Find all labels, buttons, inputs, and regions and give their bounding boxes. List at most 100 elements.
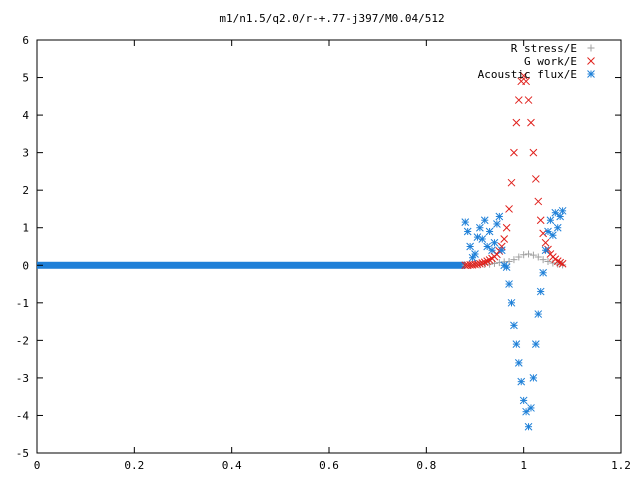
data-point-g-work-e — [497, 242, 506, 251]
data-point-acoustic-flux-e — [463, 227, 472, 236]
y-tick-label: 1 — [22, 222, 29, 235]
data-point-acoustic-flux-e — [478, 235, 487, 243]
x-tick-label: 1 — [520, 459, 527, 472]
data-point-g-work-e — [536, 216, 545, 225]
data-point-g-work-e — [510, 148, 518, 157]
data-point-acoustic-flux-e — [539, 268, 547, 277]
data-point-acoustic-flux-e — [517, 377, 526, 386]
data-point-g-work-e — [534, 197, 543, 206]
y-tick-label: 4 — [22, 109, 29, 122]
data-point-g-work-e — [524, 96, 533, 104]
y-tick-label: 2 — [22, 184, 29, 197]
data-point-r-stress-e — [529, 251, 537, 259]
data-point-g-work-e — [531, 175, 540, 183]
data-point-acoustic-flux-e — [522, 407, 530, 416]
data-point-acoustic-flux-e — [461, 218, 470, 226]
x-tick-label: 0.4 — [222, 459, 242, 472]
data-point-acoustic-flux-e — [510, 321, 518, 330]
data-point-acoustic-flux-e — [488, 246, 496, 255]
data-point-acoustic-flux-e — [512, 340, 521, 348]
y-tick-label: -4 — [16, 409, 30, 422]
data-point-acoustic-flux-e — [551, 208, 560, 217]
y-tick-label: 0 — [22, 259, 29, 272]
data-point-acoustic-flux-e — [558, 206, 567, 215]
data-point-acoustic-flux-e — [476, 223, 484, 232]
plot-frame — [36, 39, 622, 454]
data-point-acoustic-flux-e — [527, 404, 535, 412]
data-point-g-work-e — [476, 259, 484, 268]
y-tick-label: 6 — [22, 34, 29, 47]
legend-marker-acoustic-flux-e — [587, 70, 595, 78]
series-g-work-e — [461, 71, 567, 270]
x-tick-label: 0.2 — [124, 459, 144, 472]
y-tick-label: -2 — [16, 334, 29, 347]
data-point-acoustic-flux-e — [519, 396, 528, 405]
data-point-r-stress-e — [510, 256, 518, 264]
data-point-acoustic-flux-e — [546, 216, 555, 225]
data-point-acoustic-flux-e — [529, 374, 538, 382]
data-point-acoustic-flux-e — [507, 298, 516, 307]
data-point-g-work-e — [541, 238, 550, 247]
data-point-acoustic-flux-e — [536, 287, 545, 296]
data-point-acoustic-flux-e — [534, 310, 543, 318]
data-point-acoustic-flux-e — [490, 238, 499, 247]
data-point-acoustic-flux-e — [480, 216, 489, 225]
data-point-g-work-e — [514, 96, 523, 104]
data-point-g-work-e — [473, 260, 482, 268]
data-point-r-stress-e — [539, 256, 547, 264]
legend-label: G work/E — [524, 55, 577, 68]
data-point-acoustic-flux-e — [531, 340, 540, 348]
series-acoustic-flux-e — [461, 206, 567, 431]
data-point-r-stress-e — [515, 253, 523, 261]
data-point-g-work-e — [500, 235, 509, 243]
data-point-acoustic-flux-e — [502, 263, 511, 272]
data-point-g-work-e — [553, 257, 562, 265]
data-point-r-stress-e — [505, 258, 513, 266]
data-point-r-stress-e — [525, 250, 533, 258]
x-tick-label: 1.2 — [611, 459, 631, 472]
y-tick-label: -1 — [16, 297, 29, 310]
data-point-acoustic-flux-e — [524, 422, 533, 431]
data-point-acoustic-flux-e — [485, 227, 494, 236]
data-point-g-work-e — [527, 118, 535, 127]
data-point-g-work-e — [502, 223, 511, 232]
data-point-acoustic-flux-e — [471, 250, 479, 258]
data-point-acoustic-flux-e — [466, 242, 474, 251]
data-point-r-stress-e — [520, 251, 528, 259]
data-point-acoustic-flux-e — [495, 212, 504, 221]
data-point-acoustic-flux-e — [483, 242, 492, 251]
data-point-g-work-e — [480, 258, 489, 267]
data-point-g-work-e — [529, 148, 538, 157]
x-tick-label: 0.6 — [319, 459, 339, 472]
data-point-r-stress-e — [544, 258, 552, 266]
data-point-acoustic-flux-e — [505, 280, 513, 288]
data-point-g-work-e — [478, 259, 487, 267]
acoustic-flux-baseline-band — [37, 261, 466, 269]
data-point-acoustic-flux-e — [497, 246, 506, 255]
data-point-acoustic-flux-e — [541, 246, 550, 255]
legend-marker-r-stress-e — [587, 44, 595, 52]
data-point-g-work-e — [558, 259, 567, 268]
legend-label: Acoustic flux/E — [478, 68, 577, 81]
y-tick-label: -5 — [16, 447, 29, 460]
legend-marker-g-work-e — [587, 57, 595, 65]
data-point-acoustic-flux-e — [514, 359, 523, 367]
data-point-g-work-e — [505, 205, 513, 213]
y-tick-label: 3 — [22, 147, 29, 160]
data-point-g-work-e — [485, 256, 494, 264]
x-tick-label: 0.8 — [416, 459, 436, 472]
data-point-g-work-e — [556, 258, 565, 267]
data-point-acoustic-flux-e — [553, 223, 562, 232]
data-point-g-work-e — [507, 178, 516, 187]
data-point-acoustic-flux-e — [493, 220, 501, 228]
data-point-g-work-e — [519, 71, 528, 80]
chart-title: m1/n1.5/q2.0/r-+.77-j397/M0.04/512 — [219, 12, 444, 25]
data-point-acoustic-flux-e — [544, 227, 552, 236]
y-tick-label: 5 — [22, 72, 29, 85]
legend-label: R stress/E — [511, 42, 577, 55]
data-point-acoustic-flux-e — [549, 231, 557, 240]
x-tick-label: 0 — [34, 459, 41, 472]
data-point-r-stress-e — [534, 253, 542, 261]
